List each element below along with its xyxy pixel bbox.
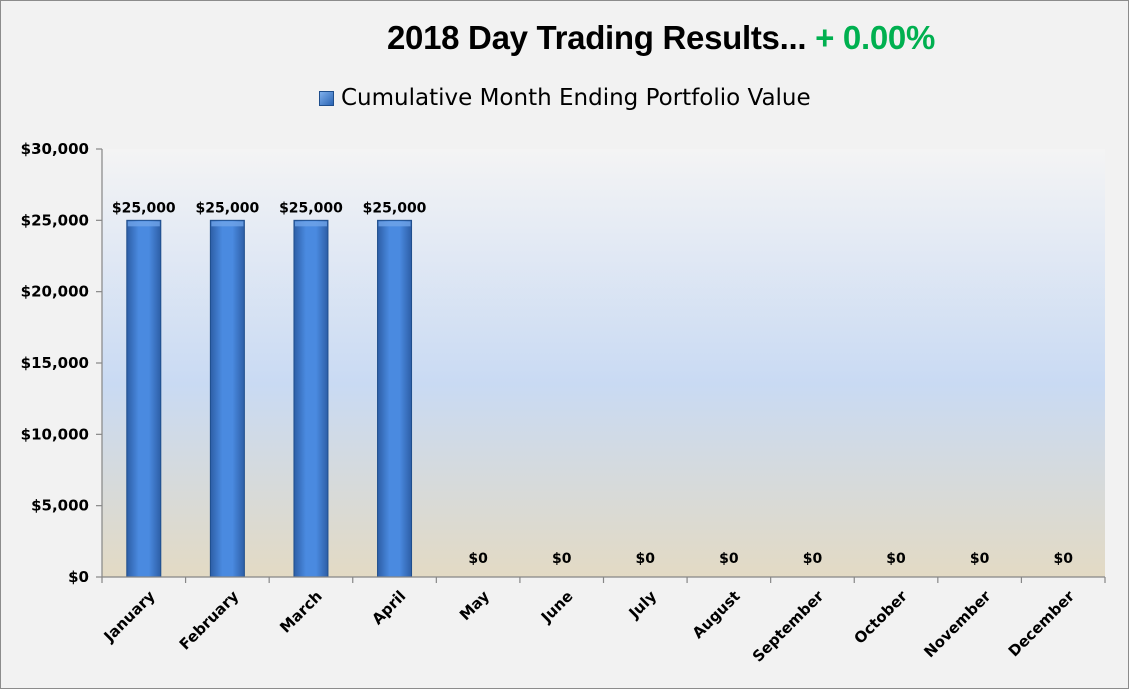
data-label: $0 <box>970 551 990 567</box>
chart-title: 2018 Day Trading Results... + 0.00% <box>1 19 1129 57</box>
x-tick-label: February <box>176 587 243 654</box>
y-tick-label: $25,000 <box>21 211 89 229</box>
bar-top-bevel <box>294 221 327 227</box>
y-tick-label: $5,000 <box>31 497 89 515</box>
bar-april <box>377 219 413 578</box>
x-tick-label: November <box>920 587 994 661</box>
y-tick-label: $0 <box>68 568 89 586</box>
chart-title-main: 2018 Day Trading Results... <box>386 19 807 56</box>
x-tick-label: June <box>537 587 577 627</box>
bar-top-bevel <box>127 221 160 227</box>
bar-february <box>209 219 245 578</box>
data-label: $0 <box>552 551 572 567</box>
data-label: $25,000 <box>195 200 259 216</box>
x-tick-label: December <box>1005 587 1079 661</box>
data-label: $25,000 <box>279 200 343 216</box>
x-tick-label: May <box>456 587 493 624</box>
data-label: $0 <box>1053 551 1073 567</box>
plot-background <box>102 149 1105 577</box>
chart-title-return: + 0.00% <box>815 19 936 56</box>
y-tick-label: $15,000 <box>21 354 89 372</box>
data-label: $0 <box>468 551 488 567</box>
data-label: $25,000 <box>112 200 176 216</box>
legend: Cumulative Month Ending Portfolio Value <box>319 85 811 111</box>
data-label: $0 <box>719 551 739 567</box>
y-tick-label: $10,000 <box>21 425 89 443</box>
x-tick-label: July <box>625 587 661 623</box>
data-label: $0 <box>803 551 823 567</box>
bar-top-bevel <box>378 221 411 227</box>
data-label: $0 <box>886 551 906 567</box>
x-tick-label: January <box>100 587 159 646</box>
bar-march <box>293 219 329 578</box>
bar-top-bevel <box>211 221 244 227</box>
legend-label: Cumulative Month Ending Portfolio Value <box>341 85 811 111</box>
x-tick-label: August <box>689 587 744 642</box>
x-tick-label: April <box>368 587 409 628</box>
bar-january <box>126 219 162 578</box>
x-tick-label: September <box>749 587 828 666</box>
x-tick-label: October <box>850 587 911 648</box>
data-label: $0 <box>636 551 656 567</box>
legend-swatch <box>319 90 334 106</box>
x-tick-label: March <box>276 587 326 637</box>
data-label: $25,000 <box>363 200 427 216</box>
y-tick-label: $30,000 <box>21 140 89 158</box>
y-tick-label: $20,000 <box>21 283 89 301</box>
